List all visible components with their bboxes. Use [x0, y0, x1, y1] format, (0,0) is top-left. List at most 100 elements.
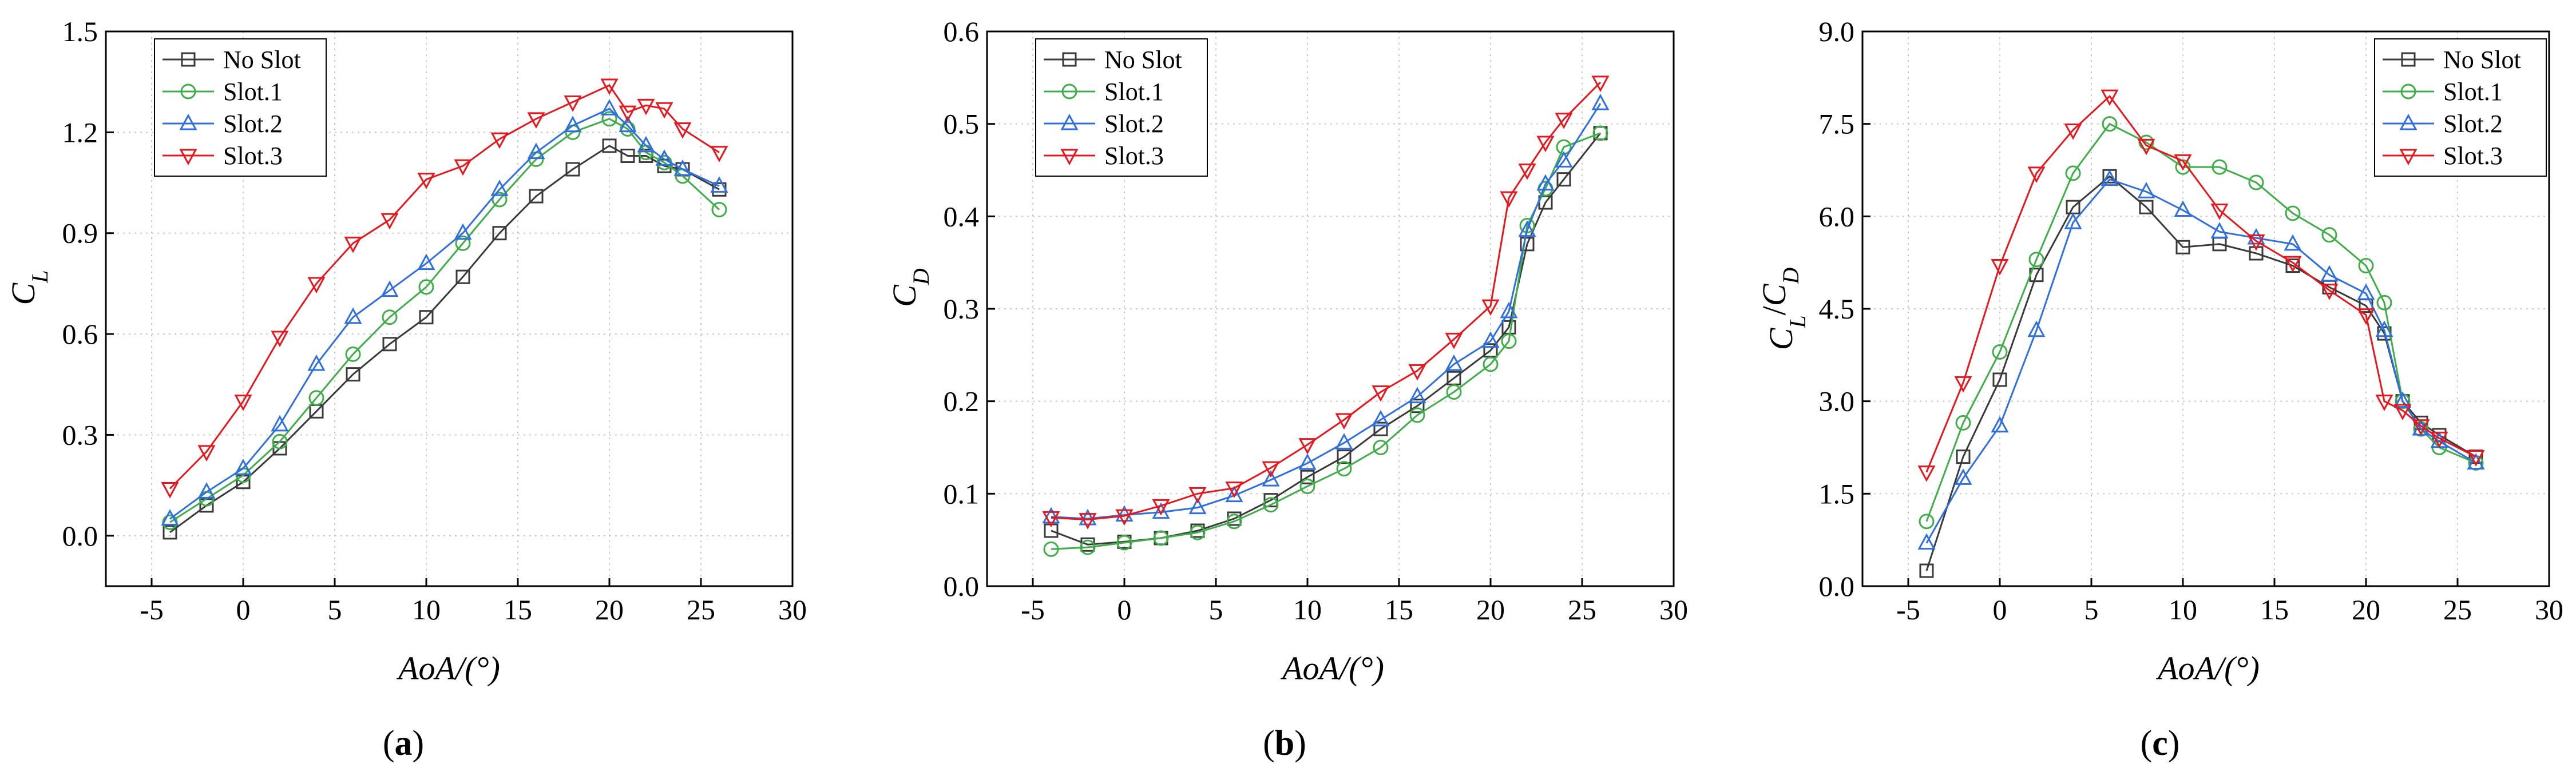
- data-point-slot-1-b: [1501, 333, 1517, 349]
- data-point-slot-1-a: [455, 235, 471, 251]
- chart-ylabel-c: CL/CD: [1755, 268, 1810, 351]
- data-point-slot-2-b: [1555, 151, 1573, 168]
- legend-label-no-slot-c: No Slot: [2443, 46, 2521, 74]
- data-point-slot-3-b: [1042, 511, 1060, 528]
- legend-label-slot-2-b: Slot.2: [1104, 110, 1164, 138]
- x-tick-label-a: 30: [778, 594, 807, 626]
- x-tick-label-c: -5: [1896, 594, 1920, 626]
- legend-marker-slot-1-b: [1061, 83, 1077, 100]
- legend-label-slot-1-a: Slot.1: [223, 78, 283, 106]
- chart-panel-c: CL/CD AoA/(°) (c) -5 0 5 10 15 20 25 30 0.0 1.5 3.…: [1755, 15, 2563, 763]
- x-tick-label-c: 10: [2169, 594, 2197, 626]
- legend-marker-slot-3-b: [1060, 149, 1079, 166]
- data-point-no-slot-c: [2249, 246, 2264, 261]
- data-point-slot-2-a: [673, 159, 692, 176]
- legend-marker-slot-3-a: [179, 149, 197, 166]
- data-point-no-slot-c: [1919, 563, 1934, 578]
- data-point-slot-3-b: [1408, 364, 1426, 381]
- data-point-slot-3-b: [1445, 332, 1463, 349]
- legend-marker-no-slot-b: [1062, 52, 1077, 67]
- data-point-slot-3-b: [1298, 438, 1317, 455]
- x-tick-label-a: 10: [412, 594, 441, 626]
- data-point-no-slot-a: [455, 269, 470, 284]
- data-point-no-slot-c: [2139, 200, 2154, 214]
- data-point-slot-2-c: [2027, 320, 2046, 337]
- data-point-slot-2-c: [2467, 453, 2485, 469]
- data-point-slot-1-c: [2102, 116, 2118, 132]
- data-point-slot-1-c: [2376, 295, 2392, 311]
- data-point-no-slot-a: [163, 525, 177, 540]
- data-point-slot-2-a: [161, 509, 179, 526]
- legend-label-slot-1-c: Slot.1: [2443, 78, 2503, 106]
- data-point-slot-3-b: [1188, 487, 1207, 504]
- y-tick-label-c: 3.0: [1819, 385, 1855, 417]
- data-point-slot-1-c: [2212, 159, 2228, 175]
- x-tick-label-b: 20: [1476, 594, 1505, 626]
- data-point-slot-1-b: [1373, 440, 1389, 455]
- x-tick-label-b: 15: [1385, 594, 1413, 626]
- data-point-slot-2-a: [710, 176, 728, 193]
- data-point-slot-3-a: [234, 395, 252, 411]
- series-line-slot-2-c: [1925, 178, 2476, 544]
- legend-marker-slot-1-c: [2400, 83, 2416, 100]
- data-point-no-slot-c: [1992, 372, 2007, 387]
- series-line-slot-1-a: [169, 118, 720, 523]
- data-point-slot-2-b: [1188, 498, 1207, 515]
- data-point-slot-2-b: [1518, 220, 1536, 237]
- data-point-slot-2-c: [2174, 200, 2192, 217]
- data-point-slot-3-b: [1500, 191, 1518, 208]
- x-tick-label-b: 5: [1209, 594, 1223, 626]
- x-tick-label-c: 20: [2352, 594, 2380, 626]
- data-point-slot-3-c: [2357, 308, 2375, 325]
- y-tick-label-c: 4.5: [1819, 293, 1855, 325]
- data-point-slot-2-c: [2320, 265, 2339, 282]
- data-point-slot-3-a: [381, 213, 399, 230]
- chart-xlabel-a: AoA/(°): [396, 650, 500, 687]
- data-point-no-slot-a: [492, 226, 507, 241]
- data-point-slot-2-c: [2393, 391, 2412, 408]
- y-tick-label-c: 9.0: [1819, 15, 1855, 47]
- data-point-slot-3-a: [527, 112, 545, 129]
- data-point-slot-1-b: [1483, 356, 1499, 372]
- data-point-slot-3-b: [1372, 385, 1390, 402]
- data-point-slot-3-b: [1518, 164, 1536, 180]
- legend-label-slot-1-b: Slot.1: [1104, 78, 1164, 106]
- data-point-slot-1-c: [2028, 252, 2044, 268]
- data-point-slot-2-b: [1481, 331, 1500, 348]
- data-point-slot-2-a: [490, 180, 509, 196]
- data-point-no-slot-b: [1556, 172, 1571, 187]
- data-point-slot-3-a: [600, 78, 619, 95]
- data-point-slot-2-a: [637, 136, 655, 153]
- chart-panel-b: CD AoA/(°) (b) -5 0 5 10 15 20 25 30 0.0 0.1 0.2 0.…: [886, 15, 1688, 763]
- data-point-slot-3-c: [2137, 138, 2155, 156]
- data-point-slot-3-a: [490, 132, 509, 149]
- legend-marker-slot-1-a: [180, 83, 196, 100]
- data-point-slot-2-b: [1591, 93, 1610, 110]
- chart-ylabel-a: CL: [5, 270, 53, 305]
- chart-panel-a: CL AoA/(°) (a) -5 0 5 10 15 20 25 30 0.0 0.3 0.6 0.…: [5, 15, 807, 763]
- y-tick-label-c: 0.0: [1819, 570, 1855, 602]
- data-point-slot-1-b: [1592, 125, 1608, 141]
- legend-label-slot-2-c: Slot.2: [2443, 110, 2503, 138]
- data-point-slot-2-a: [564, 116, 582, 133]
- legend-label-no-slot-b: No Slot: [1104, 46, 1182, 74]
- data-point-no-slot-c: [1956, 449, 1971, 464]
- data-point-slot-3-b: [1555, 113, 1573, 129]
- data-point-slot-3-a: [619, 105, 637, 122]
- x-tick-label-a: -5: [140, 594, 164, 626]
- data-point-slot-1-b: [1446, 384, 1462, 400]
- data-point-no-slot-b: [1373, 421, 1388, 436]
- data-point-slot-3-b: [1591, 75, 1610, 93]
- data-point-slot-3-a: [637, 98, 655, 116]
- data-point-slot-3-c: [2430, 431, 2448, 448]
- data-point-slot-3-c: [2064, 123, 2082, 140]
- data-point-slot-2-b: [1536, 174, 1555, 191]
- data-point-slot-3-b: [1335, 413, 1353, 430]
- data-point-no-slot-b: [1410, 399, 1425, 413]
- x-tick-label-a: 5: [328, 594, 342, 626]
- series-line-slot-2-b: [1051, 103, 1602, 520]
- panel-label-b: (b): [1263, 724, 1306, 763]
- data-point-slot-1-b: [1190, 524, 1206, 540]
- data-point-slot-1-b: [1116, 535, 1132, 551]
- data-point-no-slot-b: [1520, 237, 1535, 252]
